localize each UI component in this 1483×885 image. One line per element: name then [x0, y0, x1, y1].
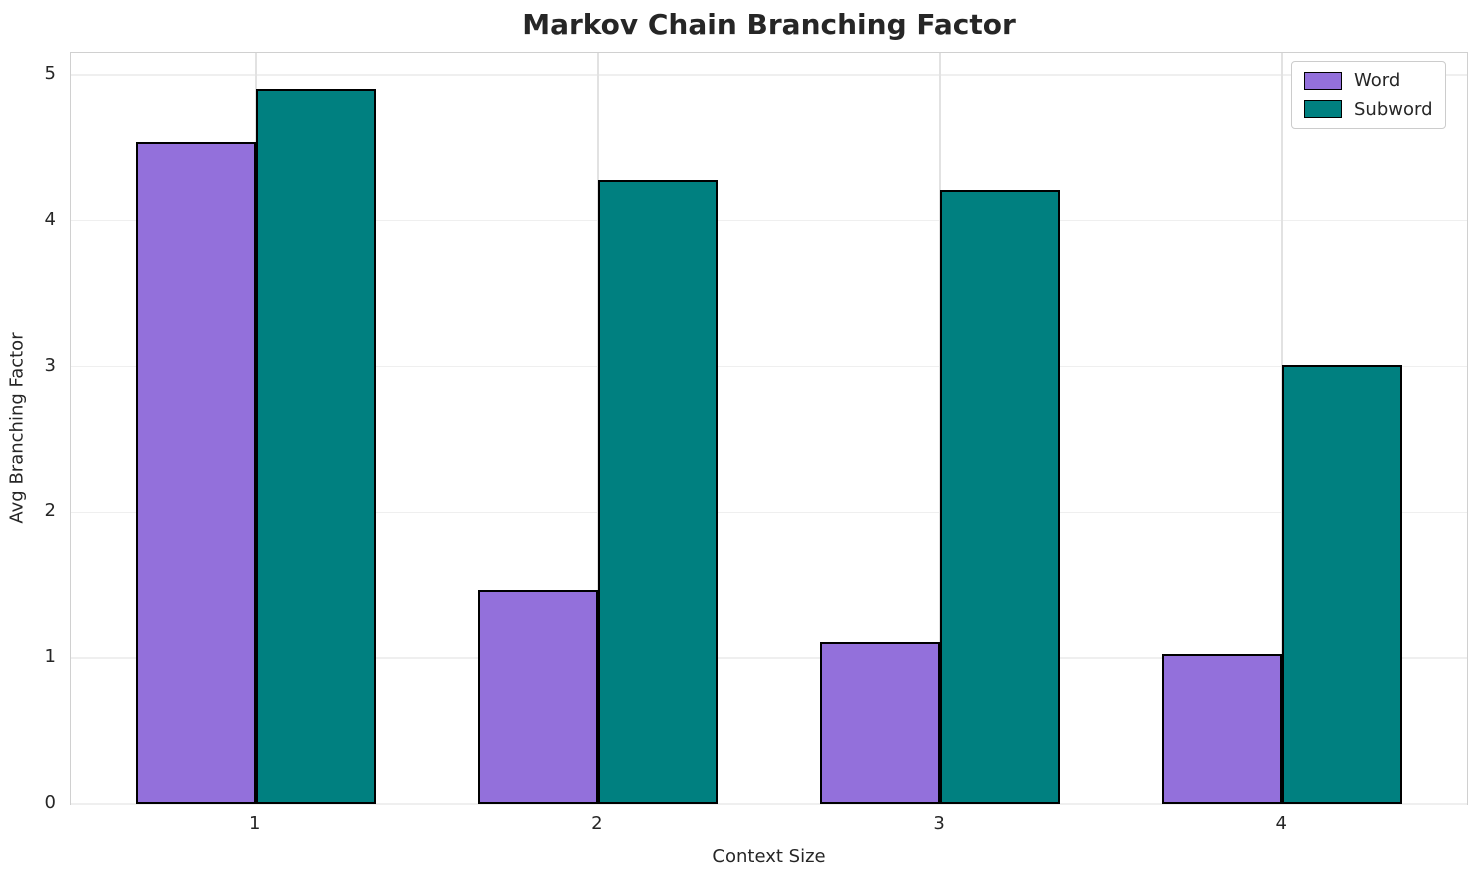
- y-axis-ticks: 0 1 2 3 4 5: [0, 52, 62, 811]
- x-tick-label: 4: [1275, 813, 1287, 834]
- bar-word-3: [820, 642, 941, 804]
- legend-label-subword: Subword: [1354, 98, 1433, 120]
- subword-swatch-icon: [1304, 100, 1342, 119]
- x-axis-ticks: 1 2 3 4: [70, 805, 1468, 841]
- y-axis-label: Avg Branching Factor: [6, 332, 28, 524]
- legend: Word Subword: [1291, 61, 1446, 130]
- x-tick-label: 1: [249, 813, 261, 834]
- y-tick-label: 1: [44, 646, 56, 668]
- h-gridline: [71, 219, 1467, 222]
- x-tick-label: 2: [591, 813, 603, 834]
- y-tick-label: 4: [44, 208, 56, 230]
- x-axis-label: Context Size: [712, 846, 826, 867]
- legend-entry-word: Word: [1304, 70, 1433, 92]
- y-tick-label: 2: [44, 500, 56, 522]
- bar-subword-1: [255, 89, 376, 804]
- h-gridline: [71, 511, 1467, 514]
- legend-label-word: Word: [1354, 70, 1401, 91]
- bar-subword-4: [1282, 365, 1402, 804]
- bar-subword-2: [597, 179, 718, 804]
- h-gridline: [71, 74, 1467, 76]
- bar-subword-3: [940, 190, 1060, 804]
- bar-word-4: [1162, 653, 1283, 804]
- bar-word-2: [478, 589, 598, 804]
- plot-area: [70, 52, 1468, 805]
- legend-entry-subword: Subword: [1304, 99, 1433, 121]
- bar-word-1: [136, 141, 256, 804]
- h-gridline: [71, 365, 1467, 368]
- y-tick-label: 5: [44, 62, 56, 84]
- y-tick-label: 0: [44, 792, 56, 813]
- chart-title: Markov Chain Branching Factor: [522, 8, 1016, 41]
- x-tick-label: 3: [933, 813, 945, 834]
- h-gridline: [71, 657, 1467, 659]
- word-swatch-icon: [1304, 71, 1342, 90]
- h-gridline: [71, 803, 1467, 805]
- y-tick-label: 3: [44, 354, 56, 376]
